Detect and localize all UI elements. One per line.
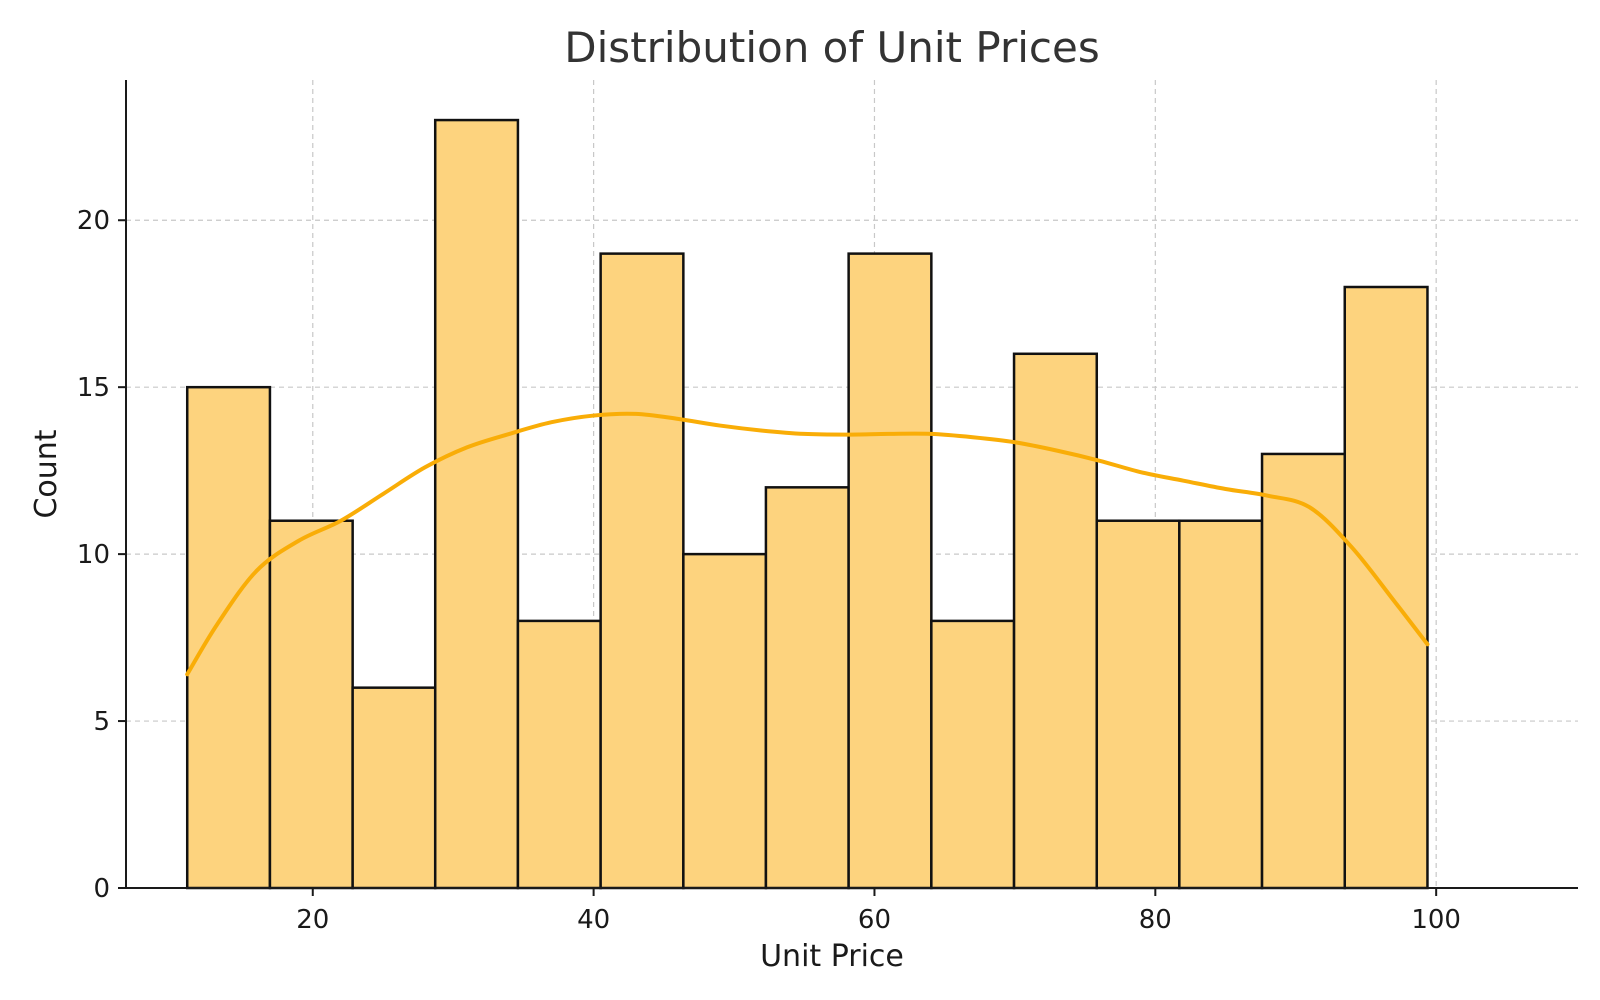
chart-title: Distribution of Unit Prices [564,23,1099,72]
histogram-bar-6 [682,552,768,890]
histogram-bar-12 [1178,519,1264,890]
y-axis-title: Count [29,429,64,518]
histogram-bar-4 [516,619,602,890]
histogram-bar-10 [1012,352,1099,890]
y-tick-label-3: 15 [77,373,110,403]
bar-layer [185,118,1429,890]
histogram-bar-5 [599,252,685,890]
y-tick-label-1: 5 [93,707,110,737]
x-tick-label-4: 100 [1411,905,1461,935]
histogram-bar-7 [764,486,850,890]
kde-curve [185,411,1430,677]
axis-layer: 20 40 60 80 100 0 5 10 15 20 [77,80,1578,935]
x-tick-label-1: 40 [577,905,610,935]
histogram-bar-2 [351,686,437,890]
x-tick-label-0: 20 [296,905,329,935]
y-tick-label-0: 0 [93,874,110,904]
x-tick-label-3: 80 [1139,905,1172,935]
histogram-bar-3 [433,118,520,890]
x-tick-label-2: 60 [858,905,891,935]
histogram-bar-0 [185,385,272,890]
histogram-bar-11 [1095,519,1181,890]
y-tick-label-4: 20 [77,206,110,236]
histogram-bar-9 [930,619,1016,890]
y-tick-label-2: 10 [77,540,110,570]
histogram-bar-1 [268,519,354,890]
kde-layer [185,411,1430,677]
x-axis-title: Unit Price [760,939,904,974]
histogram-bar-8 [847,252,933,890]
histogram-bar-13 [1260,452,1347,890]
